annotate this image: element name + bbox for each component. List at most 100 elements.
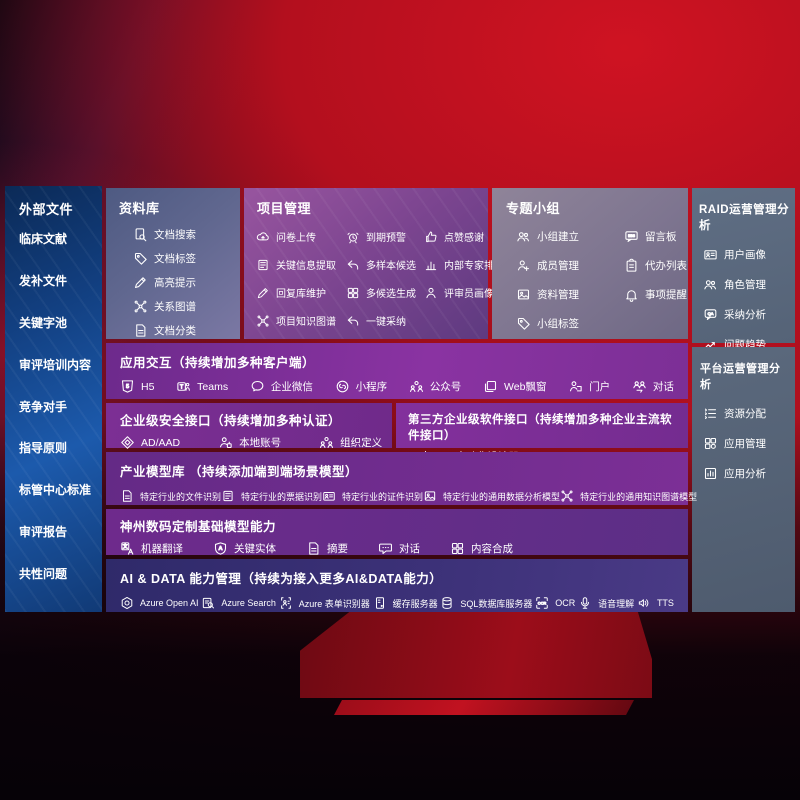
nav-item[interactable]: 审评报告 <box>19 523 98 540</box>
wecom-icon <box>250 379 265 394</box>
item-label: 关键字池 <box>19 315 68 330</box>
capability-item[interactable]: AD/AAD <box>120 435 180 450</box>
platform-analysis-panel: 平台运营管理分析 资源分配 应用管理 应用分析 <box>692 347 795 612</box>
capability-item[interactable]: H5 <box>120 379 154 394</box>
capability-item[interactable]: 项目知识图谱 <box>256 313 344 328</box>
capability-item[interactable]: 特定行业的通用数据分析模型 <box>423 489 560 503</box>
repository-list: 文档搜索文档标签高亮提示关系图谱文档分类 <box>106 217 240 338</box>
capability-item[interactable]: 组织定义 <box>319 435 382 450</box>
capability-item[interactable]: 本地账号 <box>218 435 281 450</box>
apps-icon <box>703 436 718 451</box>
item-label: 内部专家排名 <box>444 261 504 272</box>
capability-item[interactable]: 应用管理 <box>703 436 795 451</box>
capability-item[interactable]: 关系图谱 <box>133 299 240 314</box>
capability-item[interactable]: Azure Open AI <box>120 596 199 610</box>
capability-item[interactable]: 特定行业的通用知识图谱模型 <box>560 489 697 503</box>
reply-icon <box>346 258 360 272</box>
chart-analysis-icon <box>703 466 718 481</box>
capability-item[interactable]: 机器翻译 <box>120 541 183 556</box>
capability-item[interactable]: TTS <box>637 596 674 610</box>
capability-item[interactable]: Web飘窗 <box>483 379 546 394</box>
capability-item[interactable]: 到期预警 <box>346 229 422 244</box>
item-label: 本地账号 <box>239 437 282 449</box>
capability-item[interactable]: 特定行业的证件识别 <box>322 489 423 503</box>
capability-item[interactable]: 内容合成 <box>450 541 513 556</box>
capability-item[interactable]: SQL数据库服务器 <box>440 596 532 610</box>
capability-item[interactable]: 对话 <box>632 379 674 394</box>
project-management-panel: 项目管理 问卷上传 到期预警 点赞感谢 关键信息提取 多样本候选 内部专家排名 回复库维护 多… <box>244 188 504 339</box>
nav-item[interactable]: 关键字池 <box>19 314 98 331</box>
capability-item[interactable]: Teams <box>176 379 228 394</box>
capability-item[interactable]: 关键信息提取 <box>256 257 344 272</box>
item-label: 发补文件 <box>19 273 68 288</box>
raid-analysis-panel: RAID运营管理分析 用户画像 角色管理 采纳分析 问题趋势 <box>692 188 795 351</box>
form-icon <box>279 596 293 610</box>
raid-analysis-list: 用户画像 角色管理 采纳分析 问题趋势 <box>692 233 795 352</box>
capability-item[interactable]: 点赞感谢 <box>424 229 504 244</box>
doc-icon <box>120 489 134 503</box>
capability-item[interactable]: 成员管理 <box>516 258 608 273</box>
nav-item[interactable]: 共性问题 <box>19 565 98 582</box>
capability-item[interactable]: 文档分类 <box>133 323 240 338</box>
capability-item[interactable]: 文档标签 <box>133 251 240 266</box>
capability-item[interactable]: 语音理解 <box>578 596 634 610</box>
capability-item[interactable]: Azure 表单识别器 <box>279 596 370 610</box>
capability-item[interactable]: 角色管理 <box>703 277 795 292</box>
third-party-interface-title: 第三方企业级软件接口（持续增加多种企业主流软件接口） <box>408 414 672 442</box>
nav-item[interactable]: 指导原则 <box>19 439 98 456</box>
capability-item[interactable]: 小组标签 <box>516 316 608 331</box>
capability-item[interactable]: 对话 <box>378 541 420 556</box>
capability-item[interactable]: 门户 <box>568 379 610 394</box>
capability-item[interactable]: 关键实体 <box>213 541 276 556</box>
capability-item[interactable]: 多样本候选 <box>346 257 422 272</box>
nav-item[interactable]: 审评培训内容 <box>19 356 98 373</box>
item-label: 角色管理 <box>724 279 766 291</box>
capability-item[interactable]: 小组建立 <box>516 229 608 244</box>
capability-item[interactable]: 留言板 <box>624 229 687 244</box>
capability-item[interactable]: Azure Search <box>201 596 276 610</box>
capability-item[interactable]: 摘要 <box>306 541 348 556</box>
item-label: 审评报告 <box>19 525 68 540</box>
capability-item[interactable]: 一键采纳 <box>346 313 422 328</box>
nav-item[interactable]: 临床文献 <box>19 230 98 247</box>
capability-item[interactable]: 特定行业的文件识别 <box>120 489 221 503</box>
capability-item[interactable]: 应用分析 <box>703 466 795 481</box>
third-party-interface-band: 第三方企业级软件接口（持续增加多种企业主流软件接口） API自动化设计器 <box>396 403 688 463</box>
item-label: 对话 <box>652 381 674 393</box>
item-label: 应用分析 <box>724 468 766 480</box>
capability-item[interactable]: 代办列表 <box>624 258 687 273</box>
nav-item[interactable]: 竞争对手 <box>19 398 98 415</box>
openai-icon <box>120 596 134 610</box>
person-icon <box>424 286 438 300</box>
capability-item[interactable]: 文档搜索 <box>133 227 240 242</box>
capability-item[interactable]: 特定行业的票据识别 <box>221 489 322 503</box>
idcard-icon <box>703 247 718 262</box>
capability-item[interactable]: 评审员画像 <box>424 285 504 300</box>
capability-item[interactable]: 企业微信 <box>250 379 313 394</box>
capability-item[interactable]: 问卷上传 <box>256 229 344 244</box>
doc-lines-icon <box>256 258 270 272</box>
translate-icon <box>120 541 135 556</box>
capability-item[interactable]: 回复库维护 <box>256 285 344 300</box>
capability-item[interactable]: 缓存服务器 <box>373 596 438 610</box>
nav-item[interactable]: 标管中心标准 <box>19 481 98 498</box>
capability-item[interactable]: 高亮提示 <box>133 275 240 290</box>
nav-item[interactable]: 发补文件 <box>19 272 98 289</box>
org-icon <box>319 435 334 450</box>
speech-icon <box>578 596 592 610</box>
capability-item[interactable]: 多候选生成 <box>346 285 422 300</box>
capability-item[interactable]: 采纳分析 <box>703 307 795 322</box>
capability-item[interactable]: 用户画像 <box>703 247 795 262</box>
tag-icon <box>133 251 148 266</box>
capability-item[interactable]: 内部专家排名 <box>424 257 504 272</box>
external-files-title: 外部文件 <box>19 202 74 217</box>
capability-item[interactable]: 事项提醒 <box>624 287 687 302</box>
item-label: 摘要 <box>327 543 348 555</box>
capability-item[interactable]: 小程序 <box>335 379 387 394</box>
capability-item[interactable]: 公众号 <box>409 379 461 394</box>
capability-item[interactable]: OCR <box>535 596 575 610</box>
capability-item[interactable]: 资料管理 <box>516 287 608 302</box>
topic-groups-panel: 专题小组 小组建立 留言板 成员管理 代办列表 资料管理 事项提醒 小组标签 <box>492 188 688 339</box>
cloud-up-icon <box>256 230 270 244</box>
capability-item[interactable]: 资源分配 <box>703 406 795 421</box>
